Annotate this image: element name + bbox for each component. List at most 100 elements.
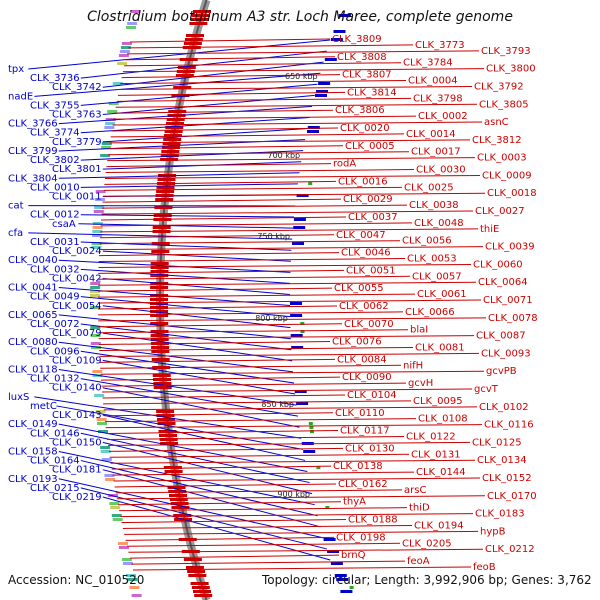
leader-line-reverse: [80, 183, 298, 188]
gene-label-forward: nifH: [403, 360, 423, 371]
leader-line-reverse: [80, 323, 292, 351]
cog-category-mark: [96, 418, 107, 421]
leader-line-forward: [110, 133, 405, 138]
gene-label-forward: CLK_3784: [403, 58, 453, 69]
cog-category-mark: [90, 326, 101, 329]
feature-forward: [161, 150, 180, 153]
leader-line-forward: [106, 163, 332, 168]
leader-line-forward: [98, 311, 404, 316]
leader-line-forward: [116, 495, 486, 500]
feature-reverse: [340, 590, 353, 593]
leader-line-forward: [122, 68, 485, 73]
leader-line-forward: [99, 358, 336, 363]
gene-label-reverse: luxS: [8, 392, 29, 403]
leader-line-forward: [97, 305, 338, 310]
leader-line-forward: [120, 513, 474, 518]
leader-line-forward: [101, 388, 473, 393]
leader-line-forward: [114, 483, 337, 488]
leader-line-forward: [98, 252, 340, 257]
leader-line-reverse: [56, 405, 304, 450]
gene-label-forward: feoA: [407, 556, 430, 567]
feature-forward: [156, 190, 175, 193]
leader-line-forward: [132, 566, 472, 571]
leader-line-forward: [129, 554, 340, 559]
leader-line-reverse: [58, 369, 297, 406]
gene-label-forward: CLK_0062: [339, 301, 389, 312]
gene-label-forward: CLK_0046: [341, 248, 391, 259]
feature-forward: [150, 310, 169, 313]
leader-line-forward: [117, 91, 346, 96]
feature-forward: [186, 34, 204, 37]
gene-label-forward: CLK_3800: [486, 64, 536, 75]
gene-label-reverse: nadE: [8, 91, 33, 102]
leader-line-reverse: [80, 460, 318, 517]
gene-label-forward: CLK_0048: [414, 218, 464, 229]
feature-forward: [156, 410, 175, 413]
cog-category-mark: [108, 102, 119, 105]
leader-line-forward: [102, 394, 346, 399]
feature-forward: [153, 382, 172, 385]
gene-label-reverse: CLK_0158: [8, 446, 58, 457]
feature-forward: [150, 270, 169, 273]
kbp-marker: 700 kbp: [268, 151, 301, 160]
feature-forward: [175, 74, 194, 77]
feature-reverse: [292, 242, 304, 245]
feature-forward: [152, 226, 171, 229]
cog-category-mark: [92, 226, 103, 229]
feature-forward: [157, 418, 175, 421]
feature-forward: [150, 286, 169, 289]
feature-reverse: [323, 538, 336, 541]
cog-category-mark: [126, 26, 136, 29]
leader-line-reverse: [80, 432, 310, 484]
leader-line-reverse: [80, 150, 304, 161]
cog-category-mark: [101, 146, 112, 149]
feature-reverse: [290, 334, 303, 337]
gene-label-reverse: CLK_0012: [30, 210, 80, 221]
cog-category-mark: [105, 118, 116, 121]
cog-category-mark: [90, 342, 101, 345]
gene-label-reverse: CLK_0080: [8, 337, 58, 348]
cog-category-mark: [100, 154, 111, 157]
gene-label-forward: CLK_0014: [406, 129, 456, 140]
cog-category-mark: [122, 562, 133, 565]
feature-reverse: [327, 550, 340, 553]
gene-label-reverse: metC: [30, 401, 57, 412]
leader-line-reverse: [34, 72, 321, 97]
kbp-marker: 800 kbp: [255, 314, 288, 323]
feature-forward: [150, 298, 168, 301]
leader-line-reverse: [58, 259, 291, 273]
leader-line-forward: [128, 548, 484, 553]
feature-forward: [160, 158, 179, 161]
leader-line-forward: [129, 38, 331, 43]
leader-line-forward: [99, 346, 414, 351]
gene-label-reverse: CLK_0219: [52, 492, 102, 503]
leader-line-reverse: [78, 223, 294, 229]
gene-label-forward: CLK_0194: [414, 520, 464, 531]
gene-label-forward: CLK_0188: [348, 515, 398, 526]
feature-forward: [171, 94, 190, 97]
feature-reverse: [333, 30, 346, 33]
feature-forward: [151, 346, 170, 349]
leader-line-reverse: [58, 450, 315, 506]
gene-label-forward: CLK_0152: [482, 473, 532, 484]
gene-label-reverse: tpx: [8, 64, 24, 75]
tick-marker: [308, 422, 313, 425]
leader-line-forward: [105, 424, 483, 429]
feature-forward: [183, 558, 202, 561]
leader-line-forward: [98, 263, 472, 268]
feature-forward: [190, 582, 209, 585]
gene-label-reverse: CLK_3736: [30, 73, 80, 84]
gene-label-reverse: CLK_0054: [52, 301, 102, 312]
gene-label-forward: CLK_0016: [338, 176, 388, 187]
leader-line-reverse: [102, 414, 306, 461]
gene-label-forward: CLK_0003: [477, 153, 527, 164]
cog-category-mark: [130, 10, 141, 13]
tick-marker: [349, 586, 354, 589]
leader-line-forward: [117, 501, 342, 506]
gene-label-reverse: CLK_0118: [8, 365, 58, 376]
gene-label-forward: CLK_0131: [411, 449, 461, 460]
leader-line-forward: [131, 560, 406, 565]
feature-forward: [169, 498, 188, 501]
gene-label-forward: CLK_0009: [482, 170, 532, 181]
tick-marker: [300, 330, 305, 333]
